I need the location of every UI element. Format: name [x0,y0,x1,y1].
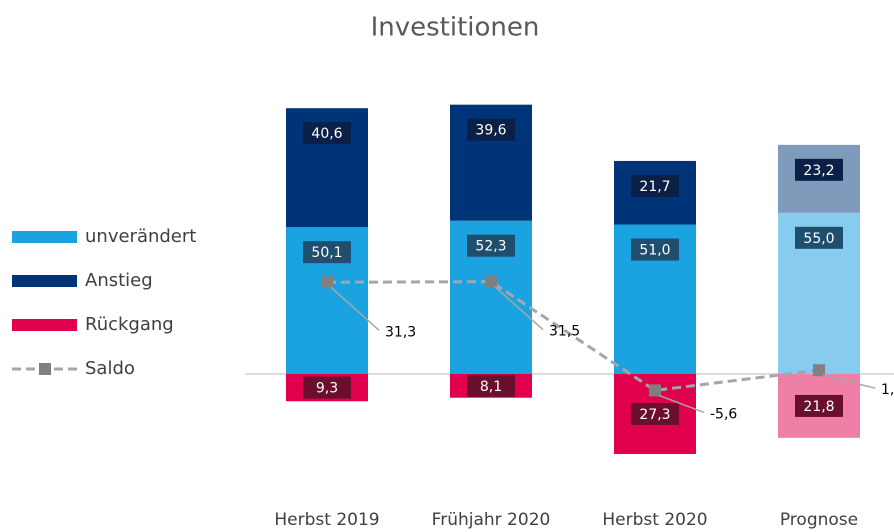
leader-line [822,374,876,389]
x-tick-label: Herbst 2019 [274,510,379,530]
saldo-marker [813,364,825,377]
saldo-marker [485,275,497,288]
data-label-box [795,394,843,417]
x-tick-label: Prognose [780,510,858,530]
data-label: 21,8 [803,399,834,415]
data-label: 50,1 [311,245,342,261]
saldo-label: -5,6 [710,406,737,422]
legend-label: unverändert [85,226,196,247]
saldo-label: 1,3 [881,382,894,398]
data-label-box [303,376,351,399]
x-tick-label: Herbst 2020 [602,510,707,530]
data-label-box [467,234,515,257]
x-tick-label: Frühjahr 2020 [432,510,551,530]
saldo-marker [649,384,661,397]
leader-line [658,394,705,414]
legend-swatch [12,231,77,243]
leader-line [330,286,380,331]
data-label: 8,1 [480,379,502,395]
data-label-box [467,374,515,397]
data-label: 23,2 [803,163,834,179]
data-label: 9,3 [316,381,338,397]
data-label-box [631,238,679,261]
data-label: 39,6 [475,123,506,139]
data-label: 27,3 [639,407,670,423]
data-label: 40,6 [311,126,342,142]
legend-marker [39,363,51,375]
legend-label: Saldo [85,358,135,379]
data-label-box [303,241,351,264]
data-label: 21,7 [639,179,670,195]
data-label-box [303,122,351,145]
data-label: 52,3 [475,239,506,255]
saldo-marker [321,276,333,289]
legend-label: Anstieg [85,270,153,291]
saldo-label: 31,3 [385,324,416,340]
data-label-box [631,402,679,425]
data-label: 55,0 [803,231,834,247]
data-label-box [795,226,843,249]
legend-swatch [12,275,77,287]
chart-title: Investitionen [371,13,540,43]
leader-line [494,286,544,331]
data-label: 51,0 [639,243,670,259]
legend-label: Rückgang [85,314,174,335]
saldo-label: 31,5 [549,324,580,340]
data-label-box [795,158,843,181]
data-label-box [631,174,679,197]
data-label-box [467,118,515,141]
legend-swatch [12,319,77,331]
